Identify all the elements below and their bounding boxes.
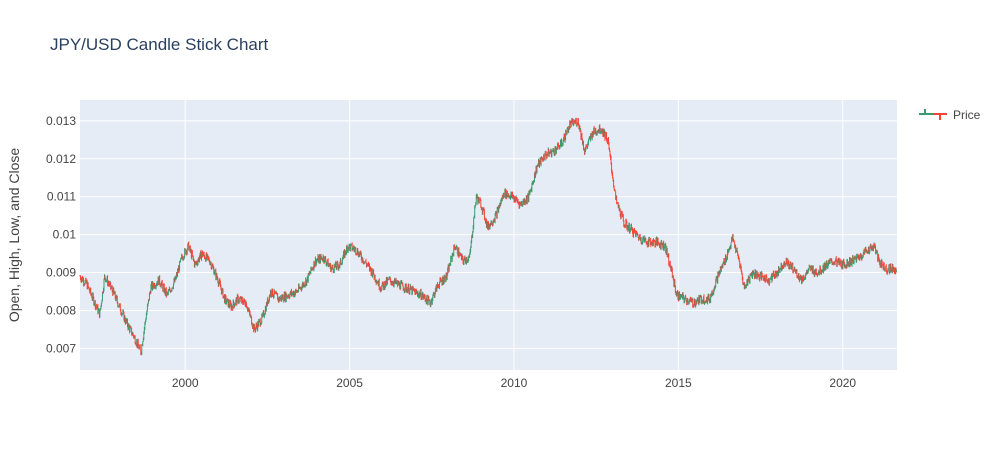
x-tick-label: 2010: [501, 376, 528, 390]
y-tick-label: 0.013: [46, 114, 76, 128]
y-axis-title: Open, High, Low, and Close: [6, 148, 22, 323]
x-tick-label: 2020: [829, 376, 856, 390]
chart-title: JPY/USD Candle Stick Chart: [50, 35, 269, 54]
x-gridlines: [184, 100, 844, 370]
x-tick-label: 2015: [665, 376, 692, 390]
y-tick-labels: 0.007 0.008 0.009 0.01 0.011 0.012 0.013: [46, 114, 76, 356]
x-tick-label: 2000: [172, 376, 199, 390]
legend-icon: [919, 109, 947, 120]
y-tick-label: 0.011: [47, 190, 76, 204]
y-tick-label: 0.008: [46, 303, 76, 317]
x-tick-label: 2005: [336, 376, 363, 390]
legend[interactable]: Price: [919, 108, 981, 122]
y-tick-label: 0.012: [46, 152, 76, 166]
legend-label: Price: [953, 108, 981, 122]
y-tick-label: 0.007: [46, 341, 76, 355]
y-tick-label: 0.01: [53, 228, 77, 242]
candles: [79, 117, 897, 356]
y-tick-label: 0.009: [46, 266, 76, 280]
x-tick-labels: 2000 2005 2010 2015 2020: [172, 376, 857, 390]
